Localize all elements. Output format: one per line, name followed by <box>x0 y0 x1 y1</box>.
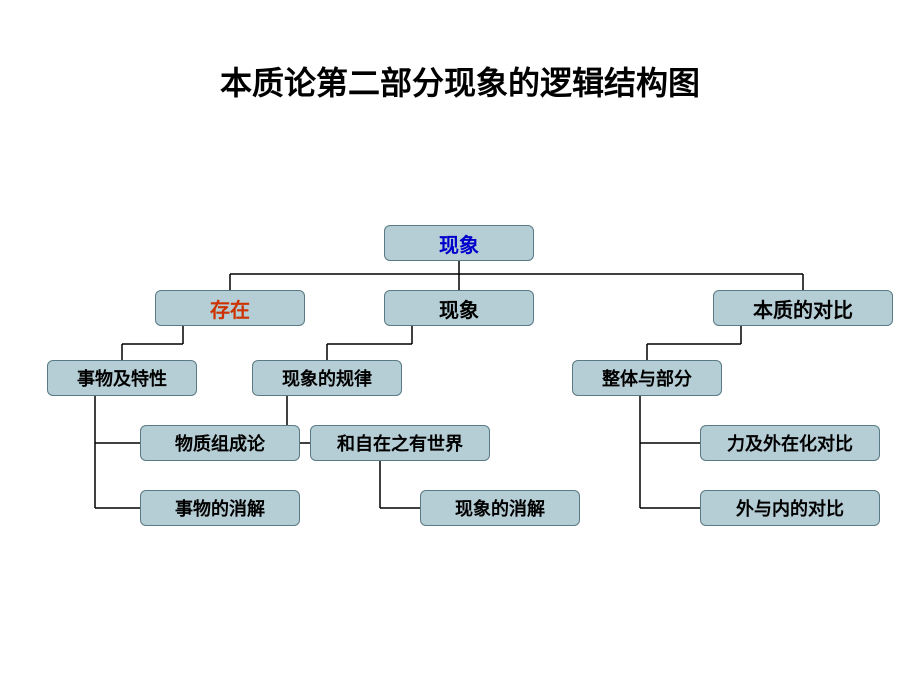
node-l2b: 现象的规律 <box>252 360 402 396</box>
node-l3c: 力及外在化对比 <box>700 425 880 461</box>
node-l2c: 整体与部分 <box>572 360 722 396</box>
node-root: 现象 <box>384 225 534 261</box>
node-l4b: 现象的消解 <box>420 490 580 526</box>
node-l1b: 现象 <box>384 290 534 326</box>
node-l2a: 事物及特性 <box>47 360 197 396</box>
node-l1a: 存在 <box>155 290 305 326</box>
node-l1c: 本质的对比 <box>713 290 893 326</box>
node-l4a: 事物的消解 <box>140 490 300 526</box>
node-l3b: 和自在之有世界 <box>310 425 490 461</box>
node-l3a: 物质组成论 <box>140 425 300 461</box>
node-l4c: 外与内的对比 <box>700 490 880 526</box>
page-title: 本质论第二部分现象的逻辑结构图 <box>0 58 920 104</box>
